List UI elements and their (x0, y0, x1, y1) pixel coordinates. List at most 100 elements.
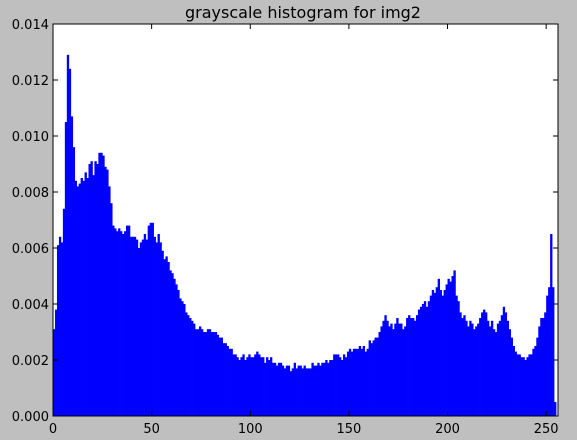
histogram-bar (518, 354, 521, 416)
histogram-bar (412, 318, 415, 416)
histogram-bar (445, 284, 448, 416)
histogram-bar (116, 231, 119, 416)
histogram-bar (333, 354, 336, 416)
histogram-bar (441, 295, 444, 416)
histogram-bar (277, 362, 281, 416)
histogram-bar (313, 365, 316, 416)
histogram-bar (341, 360, 344, 416)
plot-frame (52, 23, 559, 417)
histogram-bar (193, 323, 196, 416)
histogram-bar (232, 354, 235, 416)
histogram-bar (481, 312, 484, 416)
histogram-bar (329, 360, 332, 416)
histogram-bar (325, 360, 328, 416)
x-tick-label: 0 (49, 422, 57, 437)
histogram-bar (125, 225, 129, 416)
histogram-bar (473, 329, 476, 416)
histogram-bar (58, 236, 62, 416)
histogram-bar (210, 332, 214, 416)
histogram-bar (427, 301, 431, 416)
histogram-bar (490, 320, 494, 416)
histogram-bar (254, 354, 257, 416)
histogram-bar (258, 354, 261, 416)
histogram-bar (86, 178, 89, 416)
y-tick-label: 0.012 (12, 74, 49, 89)
histogram-bar (120, 231, 123, 416)
histogram-bar (293, 362, 296, 416)
histogram-bar (321, 362, 324, 416)
y-axis: 0.000 0.002 0.004 0.006 0.008 0.010 0.012 0.014 (12, 18, 558, 425)
histogram-bar (526, 357, 529, 416)
histogram-bar (372, 340, 375, 416)
histogram-bar (514, 351, 517, 416)
histogram-bar (342, 354, 346, 416)
histogram-bar (147, 225, 151, 416)
histogram-bar (238, 360, 241, 416)
histogram-bars (53, 54, 557, 417)
histogram-bar (299, 365, 302, 416)
histogram-bar (311, 362, 314, 416)
histogram-bar (133, 236, 137, 416)
histogram-bar (163, 259, 166, 416)
y-tick-label: 0.006 (12, 242, 49, 257)
histogram-bar (285, 365, 289, 416)
histogram-bar (469, 320, 472, 416)
y-tick-label: 0.008 (12, 186, 49, 201)
histogram-bar (297, 365, 300, 416)
histogram-bar (151, 222, 154, 416)
histogram-bar (398, 323, 401, 416)
histogram-bar (165, 256, 168, 416)
histogram-bar (66, 54, 70, 417)
histogram-bar (94, 161, 97, 416)
histogram-bar (80, 178, 83, 416)
histogram-bar (354, 348, 358, 416)
histogram-bar (281, 365, 285, 416)
histogram-bar (181, 301, 184, 416)
histogram-bar (141, 239, 145, 416)
histogram-bar (538, 326, 541, 416)
histogram-bar (266, 357, 269, 416)
histogram-bar (350, 351, 354, 416)
histogram-bar (171, 273, 174, 416)
histogram-bar (522, 357, 525, 416)
chart-title: grayscale histogram for img2 (185, 3, 421, 22)
histogram-bar (287, 365, 291, 416)
histogram-bar (415, 315, 419, 416)
histogram-bar (189, 318, 192, 416)
histogram-bar (262, 357, 265, 416)
histogram-bar (214, 332, 218, 416)
histogram-bar (100, 152, 103, 417)
histogram-bar (512, 346, 515, 416)
histogram-bar (447, 278, 450, 416)
histogram-bar (488, 326, 492, 416)
histogram-bar (187, 315, 190, 416)
histogram-bar (502, 306, 506, 416)
histogram-bar (457, 301, 460, 416)
histogram-bar (124, 231, 127, 416)
histogram-bar (185, 312, 188, 416)
histogram-bar (236, 357, 239, 416)
histogram-bar (242, 354, 245, 416)
histogram-bar (155, 242, 158, 416)
histogram-bar (528, 354, 531, 416)
histogram-bar (356, 348, 360, 416)
histogram-bar (110, 203, 113, 416)
histogram-bar (303, 365, 306, 416)
histogram-bar (437, 278, 440, 416)
histogram-bar (139, 242, 143, 416)
histogram-bar (396, 318, 399, 416)
histogram-bar (406, 318, 409, 416)
histogram-bar (540, 318, 543, 416)
histogram-bar (323, 362, 326, 416)
histogram-bar (400, 323, 403, 416)
histogram-bar (348, 348, 352, 416)
x-tick-label: 200 (435, 422, 460, 437)
histogram-bar (465, 320, 468, 416)
histogram-bar (108, 186, 111, 416)
histogram-bar (76, 186, 79, 416)
histogram-bar (498, 320, 502, 416)
histogram-bar (384, 315, 387, 416)
histogram-bar (145, 239, 149, 416)
histogram-bar (413, 320, 417, 416)
histogram-bar (90, 161, 93, 416)
